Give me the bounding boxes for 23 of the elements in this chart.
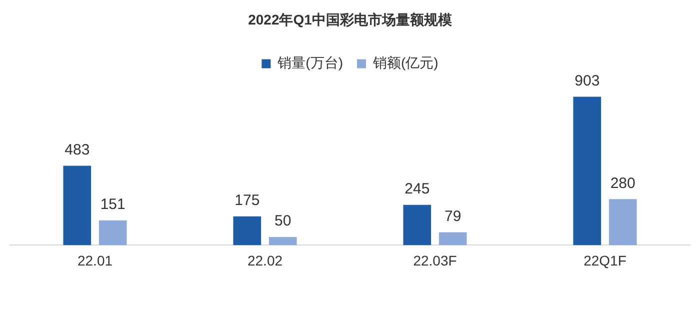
x-tick-label: 22.02 (247, 252, 283, 268)
data-label: 483 (64, 141, 90, 158)
data-label: 79 (444, 208, 462, 225)
bar (573, 96, 602, 246)
data-label: 151 (100, 196, 126, 214)
bar (438, 232, 467, 246)
bar (268, 236, 297, 246)
data-label: 245 (404, 180, 430, 198)
x-tick-label: 22Q1F (584, 252, 626, 268)
data-label: 280 (610, 174, 636, 192)
bar (98, 220, 127, 246)
legend-label: 销额(亿元) (372, 54, 438, 71)
legend-label: 销量(万台) (276, 54, 344, 71)
data-label: 903 (574, 72, 600, 90)
data-label: 175 (234, 192, 260, 210)
bar (233, 216, 262, 246)
bar (608, 199, 637, 246)
bar (403, 204, 432, 246)
data-label: 50 (274, 212, 292, 230)
bar (63, 166, 92, 246)
x-tick-label: 22.03F (413, 252, 457, 268)
chart-title: 2022年Q1中国彩电市场量额规模 (248, 11, 453, 28)
x-tick-label: 22.01 (77, 252, 113, 268)
